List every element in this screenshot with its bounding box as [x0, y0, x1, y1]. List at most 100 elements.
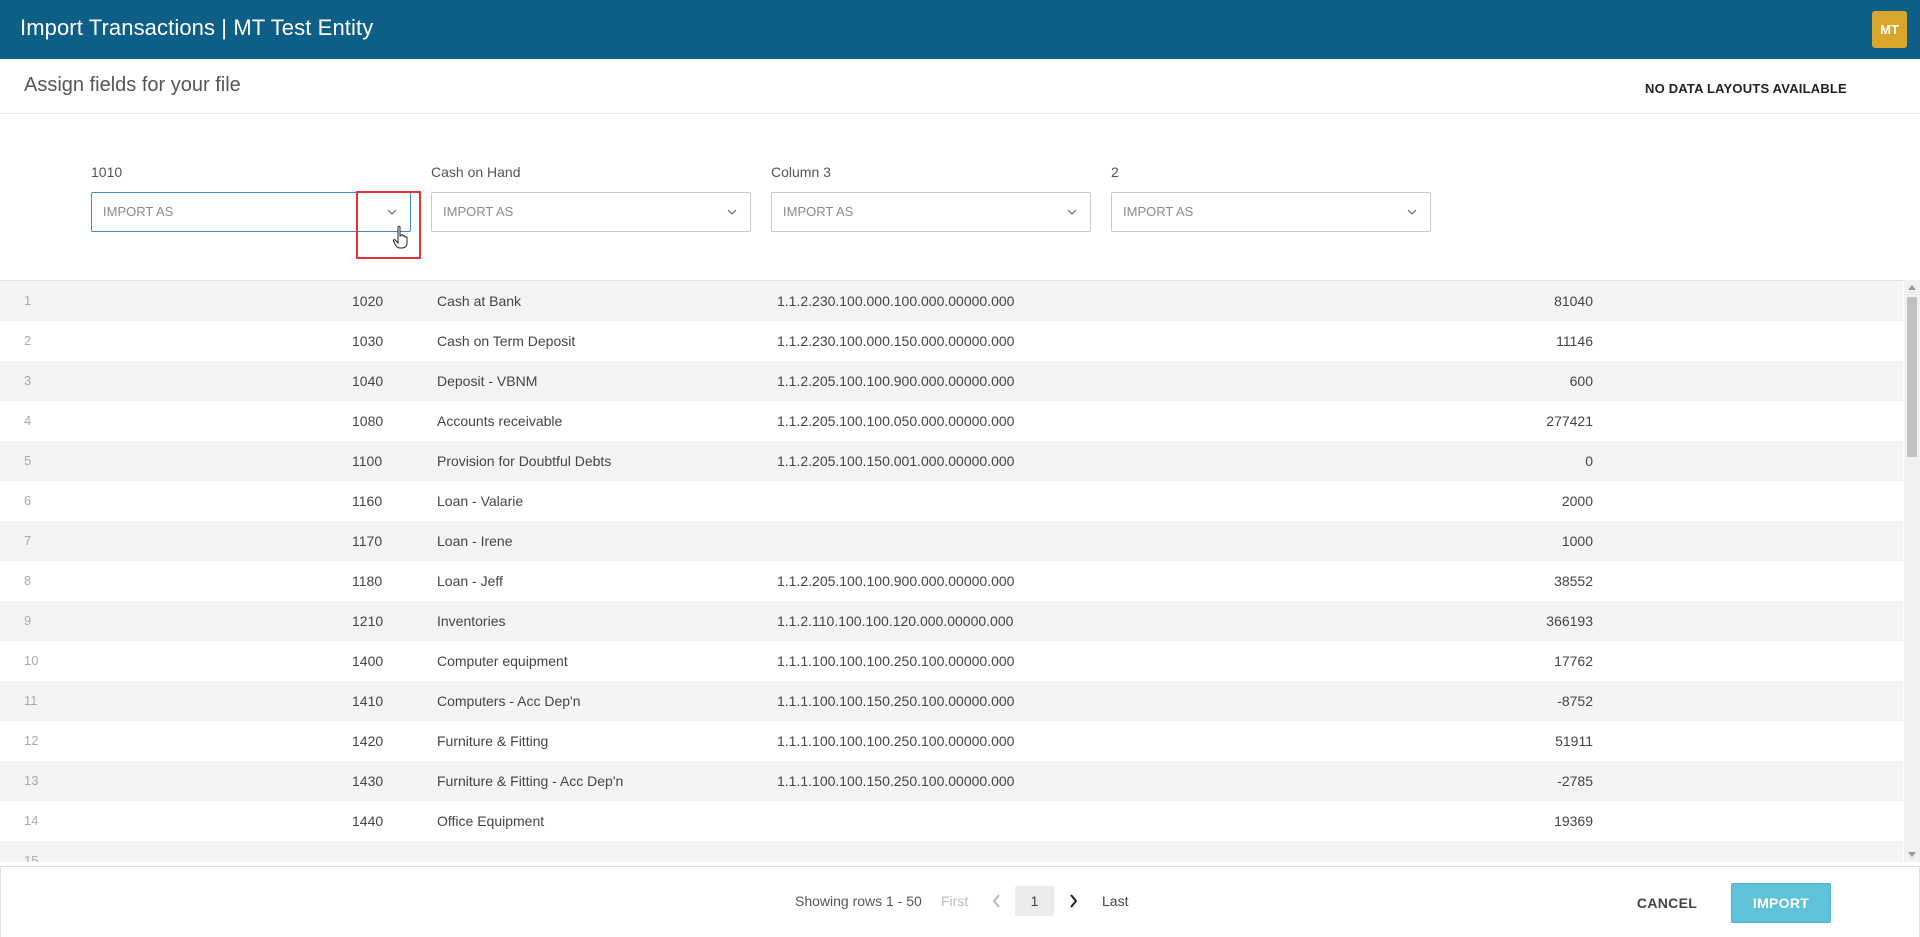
cell-amount: 17762: [1554, 653, 1593, 669]
cell-name: Cash at Bank: [437, 293, 522, 309]
chevron-left-icon[interactable]: [990, 892, 1004, 910]
row-number: 14: [24, 813, 39, 828]
select-placeholder: IMPORT AS: [443, 204, 514, 219]
last-page-link[interactable]: Last: [1102, 893, 1129, 909]
import-as-select[interactable]: IMPORT AS: [771, 192, 1091, 232]
table-row: 10 1400 Computer equipment 1.1.1.100.100…: [0, 641, 1903, 681]
table-row: 2 1030 Cash on Term Deposit 1.1.2.230.10…: [0, 321, 1903, 361]
table-row: 15: [0, 841, 1903, 862]
chevron-down-icon[interactable]: [726, 206, 738, 218]
mapping-column-3: Column 3 IMPORT AS: [771, 164, 1091, 232]
cell-account: 1.1.2.110.100.100.120.000.00000.000: [777, 613, 1014, 629]
row-number: 5: [24, 453, 32, 468]
row-number: 8: [24, 573, 32, 588]
preview-table: 1 1020 Cash at Bank 1.1.2.230.100.000.10…: [0, 280, 1920, 862]
cell-amount: 2000: [1561, 493, 1593, 509]
cell-code: 1430: [352, 773, 384, 789]
select-placeholder: IMPORT AS: [783, 204, 854, 219]
cell-code: 1040: [352, 373, 384, 389]
cell-code: 1100: [352, 453, 383, 469]
select-placeholder: IMPORT AS: [1123, 204, 1194, 219]
page-title: Import Transactions | MT Test Entity: [20, 15, 374, 40]
cell-name: Inventories: [437, 613, 506, 629]
table-scrollbar[interactable]: [1904, 280, 1920, 862]
cell-name: Office Equipment: [437, 813, 545, 829]
chevron-down-icon[interactable]: [1066, 206, 1078, 218]
cell-amount: 38552: [1554, 573, 1593, 589]
cell-account: 1.1.2.205.100.150.001.000.00000.000: [777, 453, 1015, 469]
table-row: 13 1430 Furniture & Fitting - Acc Dep'n …: [0, 761, 1903, 801]
scroll-up-arrow-icon[interactable]: [1908, 285, 1916, 290]
chevron-down-icon[interactable]: [1406, 206, 1418, 218]
row-number: 12: [24, 733, 39, 748]
cell-amount: 366193: [1546, 613, 1593, 629]
cell-account: 1.1.2.230.100.000.100.000.00000.000: [777, 293, 1015, 309]
footer-bar: Showing rows 1 - 50 First 1 Last CANCEL …: [0, 866, 1920, 937]
mapping-column-2: Cash on Hand IMPORT AS: [431, 164, 751, 232]
row-number: 9: [24, 613, 32, 628]
cell-name: Computer equipment: [437, 653, 568, 669]
cell-account: 1.1.1.100.100.150.250.100.00000.000: [777, 693, 1015, 709]
first-page-link[interactable]: First: [941, 893, 969, 909]
section-heading: Assign fields for your file: [24, 74, 241, 96]
cell-account: 1.1.2.205.100.100.050.000.00000.000: [777, 413, 1015, 429]
cell-code: 1420: [352, 733, 384, 749]
chevron-right-icon[interactable]: [1066, 892, 1080, 910]
row-number: 7: [24, 533, 32, 548]
cell-code: 1410: [352, 693, 384, 709]
table-row: 8 1180 Loan - Jeff 1.1.2.205.100.100.900…: [0, 561, 1903, 601]
hand-cursor-icon: [392, 225, 408, 249]
cell-name: Provision for Doubtful Debts: [437, 453, 612, 469]
cell-name: Loan - Irene: [437, 533, 513, 549]
column-label: 1010: [91, 164, 123, 180]
cell-amount: 1000: [1561, 533, 1593, 549]
cell-amount: 81040: [1554, 293, 1593, 309]
table-row: 11 1410 Computers - Acc Dep'n 1.1.1.100.…: [0, 681, 1903, 721]
row-number: 1: [24, 293, 32, 308]
import-button[interactable]: IMPORT: [1731, 883, 1831, 923]
cell-code: 1170: [352, 533, 383, 549]
cell-amount: -2785: [1557, 773, 1593, 789]
table-row: 7 1170 Loan - Irene 1000: [0, 521, 1903, 561]
select-placeholder: IMPORT AS: [103, 204, 174, 219]
scroll-down-arrow-icon[interactable]: [1908, 852, 1916, 857]
cell-name: Furniture & Fitting: [437, 733, 549, 749]
cell-code: 1160: [352, 493, 383, 509]
cell-account: 1.1.2.205.100.100.900.000.00000.000: [777, 373, 1015, 389]
user-avatar[interactable]: MT: [1872, 11, 1907, 48]
app-header: Import Transactions | MT Test Entity MT: [0, 0, 1920, 59]
cancel-button[interactable]: CANCEL: [1631, 887, 1703, 919]
highlight-annotation: [356, 191, 421, 259]
import-as-select[interactable]: IMPORT AS: [431, 192, 751, 232]
column-label: Cash on Hand: [431, 164, 521, 180]
scrollbar-thumb[interactable]: [1907, 297, 1917, 457]
subheader: Assign fields for your file NO DATA LAYO…: [0, 59, 1920, 114]
cell-account: 1.1.1.100.100.150.250.100.00000.000: [777, 773, 1015, 789]
field-mapping-row: 1010 IMPORT AS Cash on Hand IMPORT AS Co…: [0, 114, 1920, 280]
cell-name: Loan - Valarie: [437, 493, 524, 509]
cell-code: 1440: [352, 813, 384, 829]
cell-code: 1400: [352, 653, 384, 669]
chevron-down-icon[interactable]: [386, 206, 398, 218]
table-row: 4 1080 Accounts receivable 1.1.2.205.100…: [0, 401, 1903, 441]
cell-account: 1.1.1.100.100.100.250.100.00000.000: [777, 653, 1015, 669]
row-number: 11: [24, 693, 38, 708]
mapping-column-4: 2 IMPORT AS: [1111, 164, 1431, 232]
cell-name: Deposit - VBNM: [437, 373, 538, 389]
table-row: 12 1420 Furniture & Fitting 1.1.1.100.10…: [0, 721, 1903, 761]
cell-code: 1210: [352, 613, 384, 629]
data-layouts-status: NO DATA LAYOUTS AVAILABLE: [1645, 81, 1847, 96]
cell-name: Cash on Term Deposit: [437, 333, 576, 349]
cell-amount: 19369: [1554, 813, 1593, 829]
cell-name: Loan - Jeff: [437, 573, 503, 589]
table-row: 5 1100 Provision for Doubtful Debts 1.1.…: [0, 441, 1903, 481]
cell-code: 1020: [352, 293, 384, 309]
cell-amount: -8752: [1557, 693, 1593, 709]
row-number: 4: [24, 413, 32, 428]
cell-account: 1.1.2.205.100.100.900.000.00000.000: [777, 573, 1015, 589]
current-page-indicator[interactable]: 1: [1015, 886, 1054, 916]
table-row: 14 1440 Office Equipment 19369: [0, 801, 1903, 841]
import-as-select[interactable]: IMPORT AS: [1111, 192, 1431, 232]
table-row: 9 1210 Inventories 1.1.2.110.100.100.120…: [0, 601, 1903, 641]
cell-name: Furniture & Fitting - Acc Dep'n: [437, 773, 624, 789]
